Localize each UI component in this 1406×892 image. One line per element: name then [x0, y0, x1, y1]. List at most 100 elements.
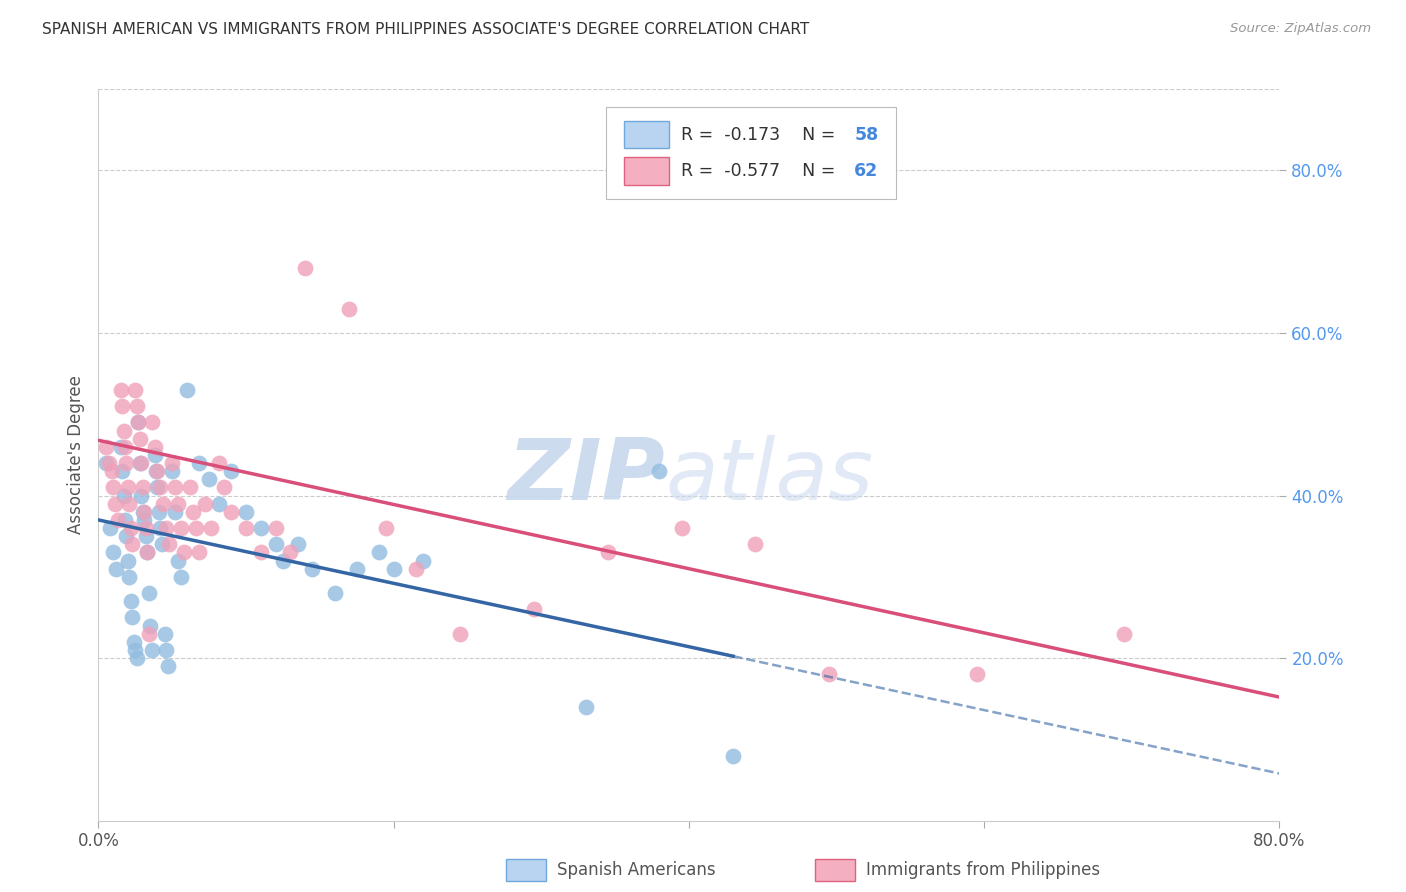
Point: [235, 521, 257, 535]
Point: [112, 489, 135, 503]
Point: [120, 521, 142, 535]
Point: [198, 472, 221, 486]
Point: [162, 456, 183, 470]
Point: [574, 699, 596, 714]
Point: [145, 464, 167, 478]
Point: [139, 618, 162, 632]
FancyBboxPatch shape: [606, 108, 896, 199]
Point: [111, 464, 134, 478]
Point: [103, 480, 125, 494]
Point: [104, 497, 127, 511]
Point: [146, 464, 169, 478]
Point: [287, 537, 309, 551]
Point: [405, 562, 427, 576]
Point: [127, 416, 149, 430]
Point: [134, 513, 156, 527]
Point: [155, 521, 177, 535]
Point: [412, 553, 434, 567]
Point: [167, 553, 190, 567]
Point: [138, 586, 160, 600]
Point: [264, 537, 287, 551]
Point: [173, 545, 195, 559]
Point: [208, 456, 231, 470]
Point: [110, 440, 132, 454]
Point: [294, 260, 316, 275]
Point: [114, 440, 136, 454]
Point: [125, 651, 148, 665]
Point: [181, 505, 204, 519]
Point: [128, 456, 150, 470]
Point: [149, 480, 172, 494]
Point: [112, 424, 135, 438]
Point: [194, 497, 217, 511]
Point: [136, 545, 159, 559]
Point: [301, 562, 323, 576]
Point: [121, 537, 143, 551]
Point: [648, 464, 671, 478]
Point: [121, 610, 143, 624]
Text: SPANISH AMERICAN VS IMMIGRANTS FROM PHILIPPINES ASSOCIATE'S DEGREE CORRELATION C: SPANISH AMERICAN VS IMMIGRANTS FROM PHIL…: [42, 22, 810, 37]
Point: [382, 562, 405, 576]
Point: [449, 626, 471, 640]
Text: atlas: atlas: [665, 435, 873, 518]
Point: [187, 456, 209, 470]
Text: Immigrants from Philippines: Immigrants from Philippines: [866, 861, 1101, 879]
Point: [100, 464, 122, 478]
Point: [134, 505, 156, 519]
Point: [153, 626, 176, 640]
Point: [105, 562, 128, 576]
Point: [671, 521, 693, 535]
Point: [162, 464, 183, 478]
Point: [250, 521, 273, 535]
Point: [170, 521, 193, 535]
Point: [723, 748, 745, 763]
Point: [187, 545, 209, 559]
Point: [146, 480, 169, 494]
Point: [264, 521, 287, 535]
Point: [128, 432, 150, 446]
Point: [200, 521, 222, 535]
Point: [152, 497, 174, 511]
Text: 58: 58: [855, 126, 879, 144]
Point: [271, 553, 294, 567]
Point: [339, 301, 360, 316]
Point: [122, 635, 145, 649]
Point: [250, 545, 273, 559]
Point: [143, 448, 166, 462]
Point: [132, 480, 155, 494]
Point: [141, 416, 163, 430]
Point: [124, 383, 146, 397]
Point: [150, 537, 173, 551]
Point: [129, 489, 152, 503]
Point: [143, 440, 166, 454]
Text: Source: ZipAtlas.com: Source: ZipAtlas.com: [1230, 22, 1371, 36]
Point: [176, 383, 198, 397]
Point: [155, 643, 177, 657]
Point: [148, 505, 170, 519]
Point: [138, 626, 160, 640]
Y-axis label: Associate's Degree: Associate's Degree: [66, 376, 84, 534]
Point: [127, 416, 149, 430]
Point: [117, 553, 139, 567]
Text: ZIP: ZIP: [508, 435, 665, 518]
Point: [136, 545, 159, 559]
Point: [115, 456, 138, 470]
Point: [124, 643, 146, 657]
Point: [157, 537, 180, 551]
Bar: [624, 120, 669, 148]
Point: [818, 667, 841, 681]
Point: [118, 570, 141, 584]
Point: [107, 513, 129, 527]
Point: [125, 399, 148, 413]
Point: [94, 440, 117, 454]
Point: [167, 497, 190, 511]
Point: [120, 594, 142, 608]
Point: [117, 480, 139, 494]
Point: [170, 570, 193, 584]
Point: [184, 521, 207, 535]
Text: R =  -0.173    N =: R = -0.173 N =: [681, 126, 841, 144]
Point: [135, 521, 157, 535]
Point: [596, 545, 619, 559]
Point: [118, 497, 141, 511]
Point: [278, 545, 302, 559]
